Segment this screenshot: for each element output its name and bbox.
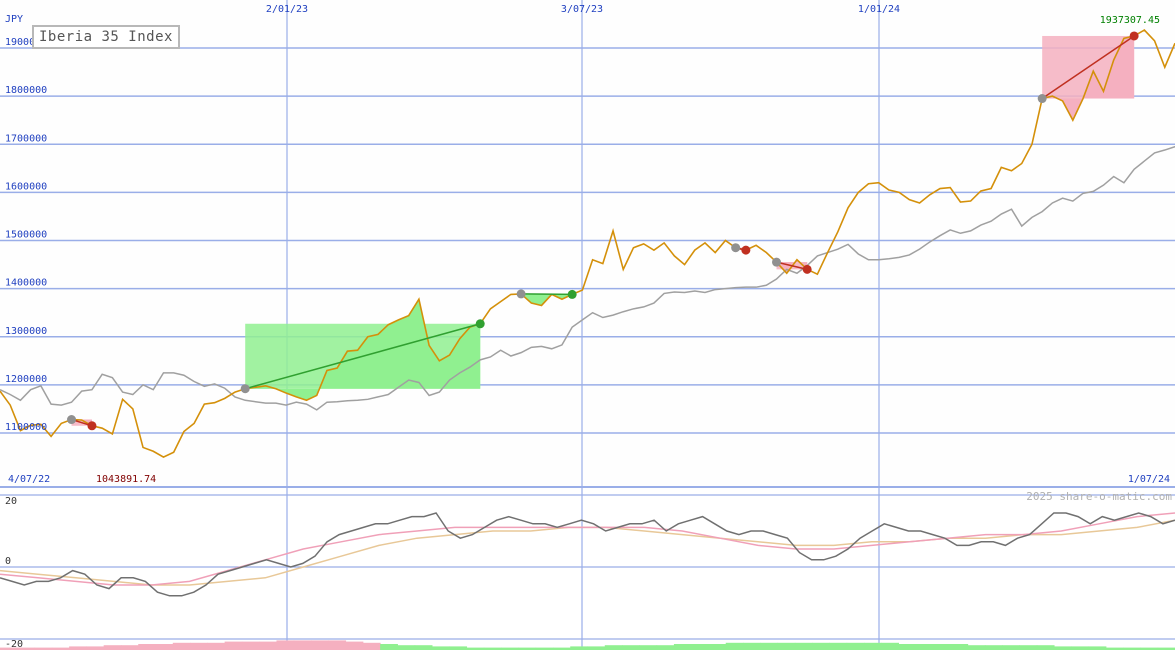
trade-end-marker [568, 290, 577, 299]
histogram-bar [968, 645, 986, 650]
y-tick-label: 1100000 [5, 422, 47, 433]
histogram-bar [760, 643, 778, 650]
max-value-label: 1937307.45 [1100, 15, 1160, 26]
histogram-bar [933, 644, 951, 650]
histogram-bar [899, 644, 917, 650]
histogram-bar [588, 646, 606, 650]
date-label: 2/01/23 [266, 4, 308, 15]
histogram-bar [449, 646, 467, 650]
trade-end-marker [476, 319, 485, 328]
min-value-label: 1043891.74 [96, 474, 156, 485]
main-panel-background [0, 0, 1175, 487]
date-label: 1/01/24 [858, 4, 900, 15]
histogram-bar [346, 642, 364, 650]
histogram-bar [847, 643, 865, 650]
trade-start-marker [241, 384, 250, 393]
histogram-bar [69, 646, 87, 650]
histogram-bar [605, 645, 623, 650]
y-tick-label: 1500000 [5, 230, 47, 241]
histogram-bar [173, 643, 191, 650]
histogram-bar [916, 644, 934, 650]
histogram-bar [778, 643, 796, 650]
histogram-bar [311, 640, 329, 650]
histogram-bar [674, 644, 692, 650]
histogram-bar [432, 646, 450, 650]
histogram-bar [1054, 646, 1072, 650]
trade-start-marker [517, 289, 526, 298]
histogram-bar [190, 643, 208, 650]
histogram-bar [415, 645, 433, 650]
histogram-bar [881, 643, 899, 650]
histogram-bar [363, 643, 381, 650]
histogram-bar [1002, 645, 1020, 650]
indicator-tick-label: 20 [5, 496, 17, 507]
histogram-bar [156, 644, 174, 650]
histogram-bar [138, 644, 156, 650]
trade-end-marker [87, 421, 96, 430]
histogram-bar [121, 645, 139, 650]
y-tick-label: 1700000 [5, 133, 47, 144]
x-start-label: 4/07/22 [8, 474, 50, 485]
histogram-bar [207, 643, 225, 650]
indicator-tick-label: 0 [5, 556, 11, 567]
histogram-bar [294, 640, 312, 650]
histogram-bar [1071, 646, 1089, 650]
y-tick-label: 1400000 [5, 278, 47, 289]
date-label: 3/07/23 [561, 4, 603, 15]
histogram-bar [380, 644, 398, 650]
histogram-bar [1037, 645, 1055, 650]
histogram-bar [570, 646, 588, 650]
trade-end-marker [741, 246, 750, 255]
histogram-bar [328, 640, 346, 650]
histogram-bar [829, 643, 847, 650]
histogram-bar [397, 645, 415, 650]
x-end-label: 1/07/24 [1128, 474, 1170, 485]
histogram-bar [86, 646, 104, 650]
histogram-bar [657, 645, 675, 650]
histogram-bar [985, 645, 1003, 650]
watermark: 2025 share-o-matic.com [1026, 490, 1172, 503]
trade-start-marker [1038, 94, 1047, 103]
y-tick-label: 1200000 [5, 374, 47, 385]
chart-title: Iberia 35 Index [32, 25, 180, 49]
histogram-bar [104, 645, 122, 650]
histogram-bar [950, 644, 968, 650]
histogram-bar [691, 644, 709, 650]
y-tick-label: 1600000 [5, 181, 47, 192]
currency-label: JPY [5, 14, 23, 25]
histogram-bar [795, 643, 813, 650]
trade-end-marker [1130, 31, 1139, 40]
trade-start-marker [772, 258, 781, 267]
y-tick-label: 1300000 [5, 326, 47, 337]
histogram-bar [1089, 646, 1107, 650]
trade-start-marker [731, 243, 740, 252]
histogram-bar [1019, 645, 1037, 650]
y-tick-label: 1800000 [5, 85, 47, 96]
histogram-bar [812, 643, 830, 650]
histogram-bar [864, 643, 882, 650]
trade-end-marker [803, 265, 812, 274]
histogram-bar [743, 643, 761, 650]
histogram-bar [225, 642, 243, 650]
trade-start-marker [67, 415, 76, 424]
histogram-bar [276, 640, 294, 650]
histogram-bar [708, 644, 726, 650]
histogram-bar [726, 643, 744, 650]
histogram-bar [242, 642, 260, 650]
histogram-bar [639, 645, 657, 650]
histogram-bar [259, 642, 277, 650]
histogram-bar [622, 645, 640, 650]
